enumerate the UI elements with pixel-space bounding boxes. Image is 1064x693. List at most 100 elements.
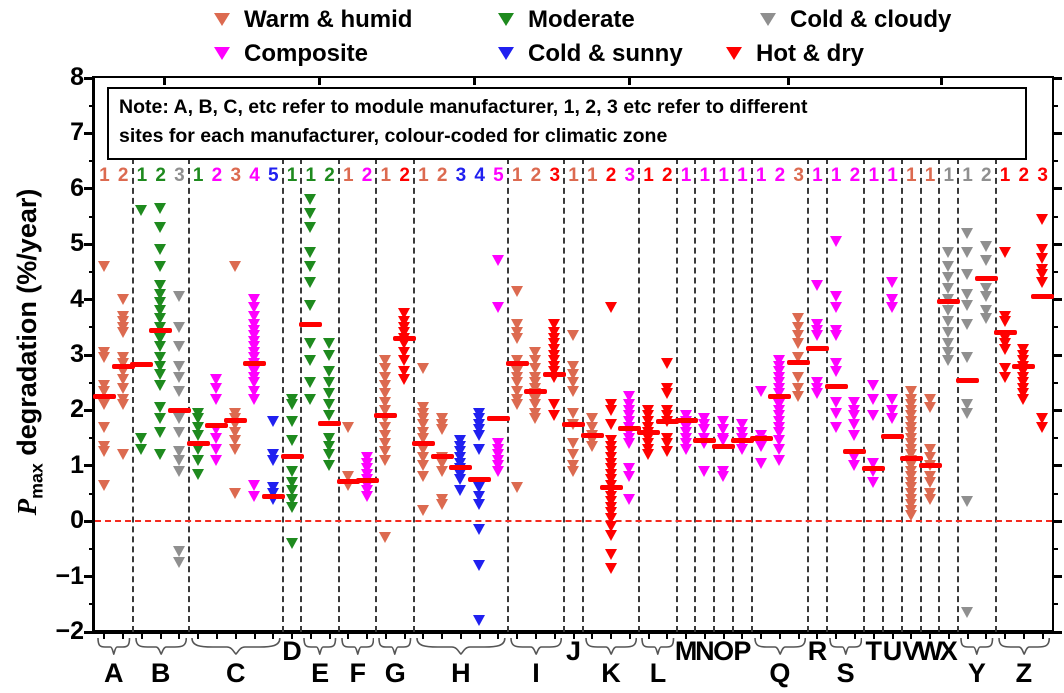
data-point [961, 496, 974, 508]
brace-icon [997, 637, 1050, 656]
data-point [1017, 382, 1030, 394]
data-point [904, 404, 917, 416]
y-minor-tick-right [1052, 437, 1058, 440]
data-point [154, 360, 167, 372]
data-point [116, 449, 129, 461]
group-separator [938, 158, 941, 632]
manufacturer-label: S [836, 658, 855, 688]
data-point [379, 379, 392, 391]
data-point [886, 302, 898, 314]
data-point [248, 302, 260, 314]
data-point [248, 294, 260, 306]
data-point [154, 449, 167, 461]
warm-humid-legend-marker-icon [214, 13, 230, 26]
data-point [717, 471, 730, 483]
data-point [792, 313, 805, 325]
data-point [135, 443, 148, 455]
data-point [679, 443, 692, 455]
data-point [210, 382, 223, 394]
data-point [904, 493, 917, 505]
data-point [773, 421, 786, 433]
data-point [904, 399, 917, 411]
data-point [491, 454, 504, 466]
y-tick-label: 0 [70, 506, 84, 535]
site-number: 1 [905, 165, 917, 186]
data-point [285, 501, 298, 513]
data-point [642, 449, 655, 461]
legend-label: Composite [244, 40, 369, 67]
data-point [454, 435, 467, 447]
top-tick [318, 78, 321, 85]
manufacturer-label: R [807, 636, 828, 666]
data-point [904, 393, 917, 405]
site-number: 2 [662, 165, 673, 186]
data-point [266, 454, 279, 466]
data-point [1036, 263, 1049, 275]
data-point [154, 244, 167, 256]
median-bar [787, 359, 811, 365]
data-point [473, 615, 486, 627]
data-point [379, 396, 392, 408]
y-major-tick [84, 298, 95, 302]
data-point [698, 465, 711, 477]
y-tick-label: 1 [70, 450, 84, 479]
data-point [454, 451, 467, 463]
data-point [998, 316, 1011, 328]
data-point [416, 407, 429, 419]
data-point [904, 510, 917, 522]
data-point [604, 490, 617, 502]
x-column-tick [403, 634, 406, 639]
x-column-tick [272, 634, 275, 639]
data-point [248, 352, 260, 364]
group-separator [375, 158, 378, 632]
data-point [548, 371, 561, 383]
site-number: 3 [549, 165, 561, 186]
data-point [867, 393, 880, 405]
manufacturer-label: B [150, 658, 171, 688]
data-point [473, 560, 486, 572]
x-column-tick [666, 634, 669, 639]
median-bar [1012, 363, 1036, 369]
data-point [698, 432, 711, 444]
data-point [416, 443, 429, 455]
data-point [510, 385, 523, 397]
data-point [848, 396, 861, 408]
data-point [248, 335, 260, 347]
data-point [773, 382, 786, 394]
data-point [304, 338, 317, 350]
y-axis-title-text: degradation (%/year) [12, 188, 42, 464]
y-minor-tick [89, 381, 95, 384]
median-bar [843, 449, 867, 455]
site-number: 3 [174, 165, 185, 186]
site-number: 2 [211, 165, 223, 186]
top-tick [163, 78, 166, 85]
data-point [154, 280, 167, 292]
median-bar [486, 416, 510, 422]
data-point [942, 271, 955, 283]
data-point [248, 371, 260, 383]
median-bar [693, 438, 717, 444]
median-bar [280, 453, 304, 459]
site-number: 4 [474, 165, 485, 186]
data-point [379, 438, 392, 450]
y-major-tick [84, 519, 95, 523]
data-point [961, 247, 974, 258]
data-point [548, 399, 561, 411]
data-point [172, 360, 185, 372]
x-column-tick [591, 634, 594, 639]
data-point [829, 291, 842, 303]
manufacturer-label: J [565, 636, 582, 666]
data-point [398, 346, 411, 358]
data-point [773, 371, 786, 383]
data-point [285, 393, 298, 405]
data-point [304, 260, 317, 272]
data-point [567, 368, 579, 380]
data-point [304, 393, 317, 405]
data-point [773, 360, 786, 372]
y-major-tick-right [1052, 76, 1062, 80]
data-point [961, 227, 974, 239]
group-separator [300, 158, 303, 632]
data-point [773, 443, 786, 455]
data-point [867, 379, 880, 391]
median-bar [130, 361, 154, 367]
